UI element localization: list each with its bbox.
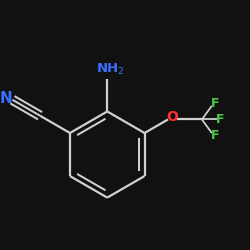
Text: F: F [211, 129, 220, 142]
Text: N: N [0, 91, 13, 106]
Text: F: F [211, 97, 220, 110]
Text: NH$_2$: NH$_2$ [96, 62, 125, 76]
Text: O: O [166, 110, 178, 124]
Text: F: F [216, 113, 225, 126]
